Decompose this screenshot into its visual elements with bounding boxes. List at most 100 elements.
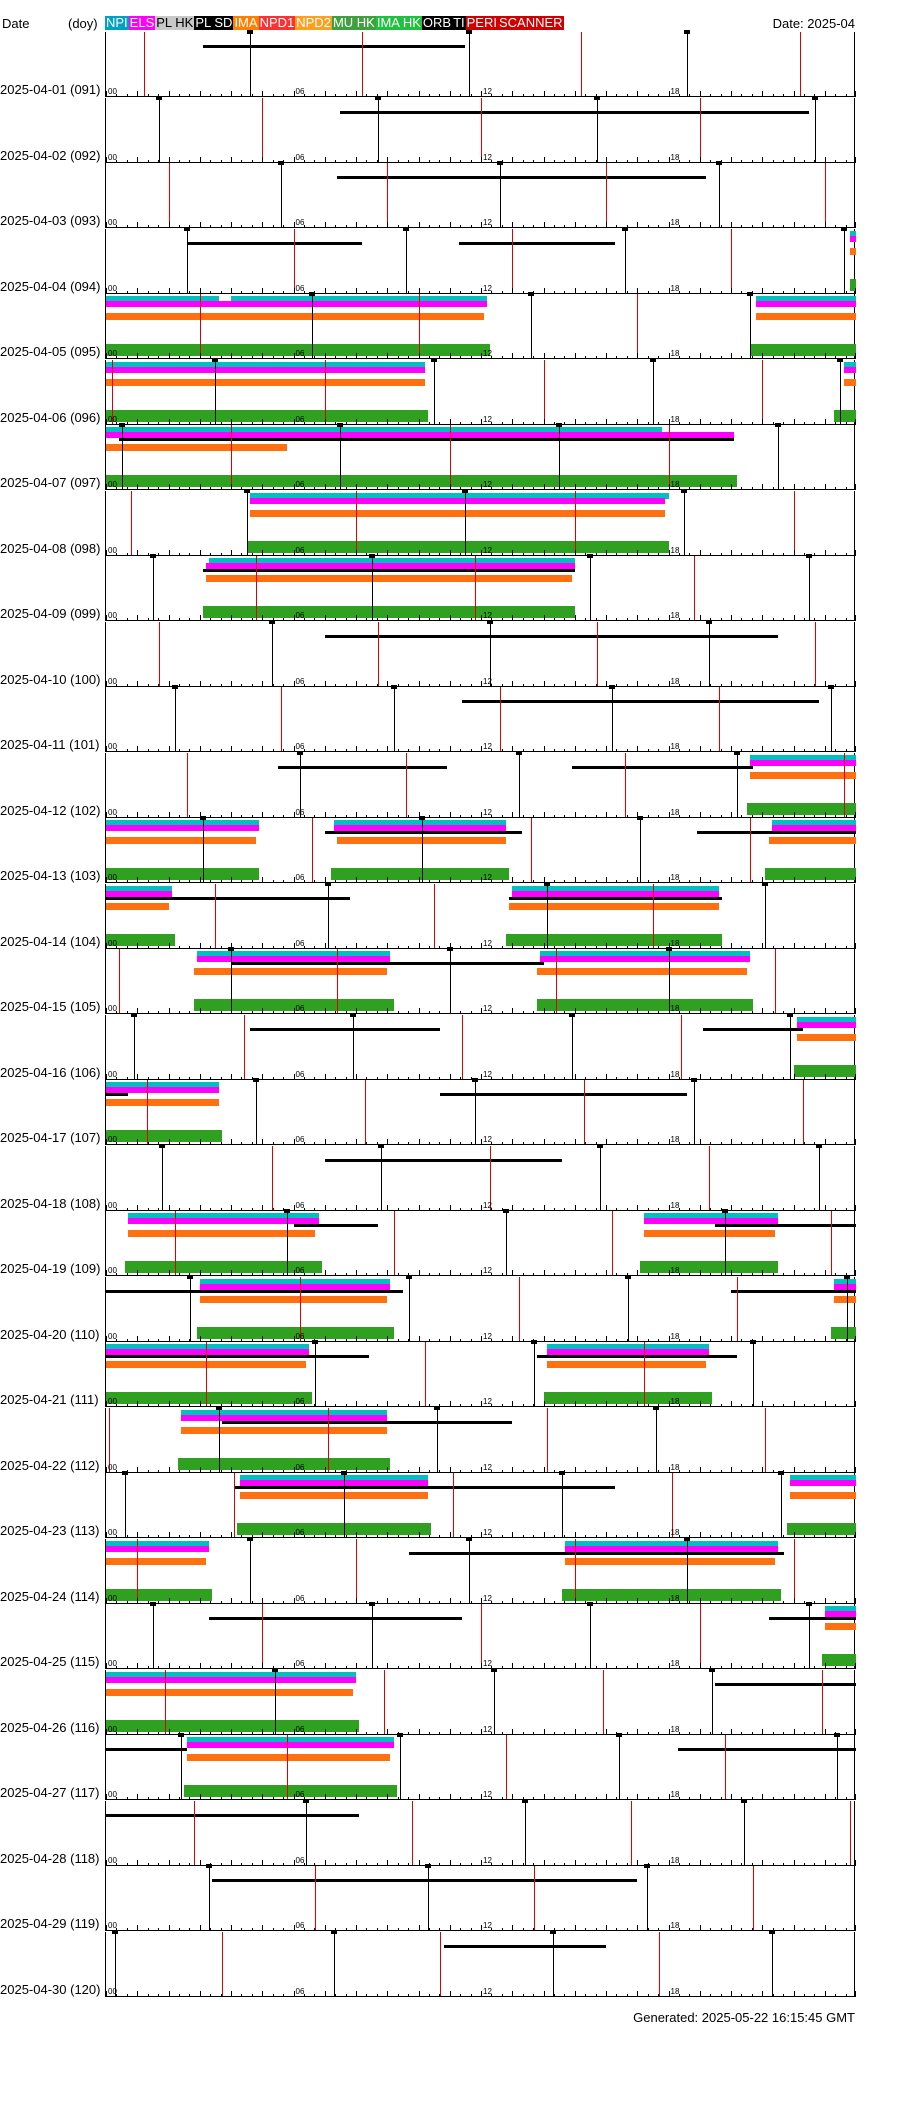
hour-tick bbox=[168, 1859, 170, 1866]
hour-tick bbox=[408, 814, 410, 818]
day-plot: 00 06 12 18 bbox=[105, 488, 856, 556]
orbit-marker-line bbox=[187, 228, 189, 294]
hour-tick bbox=[324, 222, 326, 228]
hour-tick bbox=[439, 1535, 441, 1538]
hour-tick bbox=[855, 1139, 856, 1145]
orbit-marker-line bbox=[590, 556, 592, 621]
hour-tick-label: 18 bbox=[670, 1200, 680, 1210]
orbit-marker-flag bbox=[637, 816, 644, 820]
day-row: 00 06 12 18 2025-04-27 (117) bbox=[0, 1733, 905, 1800]
orbit-line bbox=[409, 1551, 785, 1555]
hour-tick bbox=[699, 1335, 701, 1342]
legend-item-ima-hk: IMA HK bbox=[375, 15, 422, 30]
hour-tick bbox=[553, 1731, 555, 1735]
hour-tick bbox=[491, 225, 493, 228]
hour-tick bbox=[855, 91, 856, 97]
orbit-marker-flag bbox=[403, 226, 409, 231]
hour-tick bbox=[418, 877, 420, 883]
periapsis-line bbox=[109, 1407, 111, 1473]
hour-tick bbox=[376, 880, 378, 883]
npi-bar bbox=[187, 1737, 394, 1743]
hour-tick bbox=[345, 1011, 347, 1014]
hour-tick bbox=[585, 94, 587, 97]
hour-tick bbox=[491, 159, 493, 163]
hour-tick bbox=[699, 811, 701, 818]
day-row: 00 06 12 18 2025-04-06 (096) bbox=[0, 357, 905, 425]
hour-tick bbox=[512, 1532, 514, 1538]
mu-hk-bar bbox=[787, 1523, 856, 1535]
periapsis-line bbox=[849, 1800, 851, 1866]
hour-tick-label: 18 bbox=[670, 1659, 680, 1668]
hour-tick bbox=[335, 487, 337, 490]
hour-tick bbox=[751, 945, 753, 949]
hour-tick bbox=[543, 1139, 545, 1145]
hour-tick bbox=[376, 1535, 378, 1538]
hour-tick bbox=[720, 1076, 722, 1080]
hour-tick bbox=[626, 1338, 628, 1342]
hour-tick bbox=[574, 1466, 576, 1473]
hour-tick bbox=[585, 1338, 587, 1342]
hour-tick bbox=[147, 1797, 149, 1800]
hour-tick bbox=[595, 1666, 597, 1669]
npi-bar bbox=[106, 820, 260, 826]
els-bar bbox=[127, 1218, 319, 1224]
hour-tick bbox=[397, 1273, 399, 1276]
hour-tick-label: 12 bbox=[483, 1397, 492, 1406]
hour-tick bbox=[543, 1925, 545, 1931]
hour-tick bbox=[585, 290, 587, 294]
hour-tick bbox=[491, 1993, 493, 1997]
orbit-marker-line bbox=[737, 752, 739, 818]
hour-tick bbox=[481, 484, 482, 490]
hour-tick bbox=[137, 1925, 139, 1931]
orbit-marker-line bbox=[281, 163, 282, 228]
hour-tick-label: 06 bbox=[295, 611, 305, 620]
hour-tick bbox=[241, 1011, 243, 1014]
hour-tick bbox=[376, 290, 378, 294]
hour-tick bbox=[418, 91, 420, 97]
hour-tick bbox=[647, 1469, 649, 1473]
hour-tick bbox=[668, 1008, 670, 1014]
hour-tick bbox=[762, 353, 764, 359]
hour-tick bbox=[491, 814, 493, 818]
hour-tick bbox=[199, 1597, 201, 1604]
hour-tick bbox=[428, 1535, 430, 1538]
hour-tick bbox=[637, 287, 639, 294]
ima-bar bbox=[106, 1688, 353, 1696]
hour-tick bbox=[762, 1270, 764, 1276]
hour-tick bbox=[772, 945, 774, 949]
periapsis-line bbox=[718, 687, 720, 752]
hour-tick bbox=[376, 814, 378, 818]
hour-tick bbox=[210, 814, 212, 818]
hour-tick bbox=[491, 1011, 493, 1014]
hour-tick bbox=[793, 1728, 795, 1735]
hour-tick bbox=[699, 1990, 701, 1997]
day-row: 00 06 12 18 2025-04-21 (111) bbox=[0, 1340, 905, 1407]
hour-tick bbox=[668, 1597, 670, 1604]
hour-tick bbox=[272, 1535, 274, 1538]
hour-tick bbox=[720, 1011, 722, 1014]
hour-tick bbox=[710, 1600, 712, 1604]
hour-tick bbox=[168, 811, 170, 818]
day-plot: 00 06 12 18 bbox=[105, 1078, 856, 1145]
orbit-marker-line bbox=[343, 1473, 345, 1538]
hour-tick bbox=[606, 1335, 607, 1342]
hour-tick bbox=[533, 1928, 535, 1931]
orbit-line bbox=[324, 831, 522, 834]
hour-tick bbox=[491, 290, 493, 294]
orbit-marker-line bbox=[506, 1211, 507, 1276]
hour-tick-label: 00 bbox=[108, 1069, 117, 1079]
orbit-marker-flag bbox=[734, 750, 741, 755]
periapsis-line bbox=[143, 32, 145, 97]
periapsis-line bbox=[512, 228, 514, 294]
hour-tick bbox=[533, 1076, 535, 1080]
hour-tick bbox=[106, 811, 107, 818]
legend-item-els: ELS bbox=[128, 15, 156, 30]
hour-tick-label: 00 bbox=[108, 742, 117, 751]
hour-tick-label: 12 bbox=[483, 676, 492, 686]
els-bar bbox=[249, 497, 666, 504]
hour-tick bbox=[835, 552, 837, 556]
hour-tick bbox=[731, 942, 732, 949]
day-label: 2025-04-17 (107) bbox=[0, 1130, 101, 1145]
hour-tick bbox=[147, 290, 149, 294]
hour-tick bbox=[616, 618, 618, 621]
